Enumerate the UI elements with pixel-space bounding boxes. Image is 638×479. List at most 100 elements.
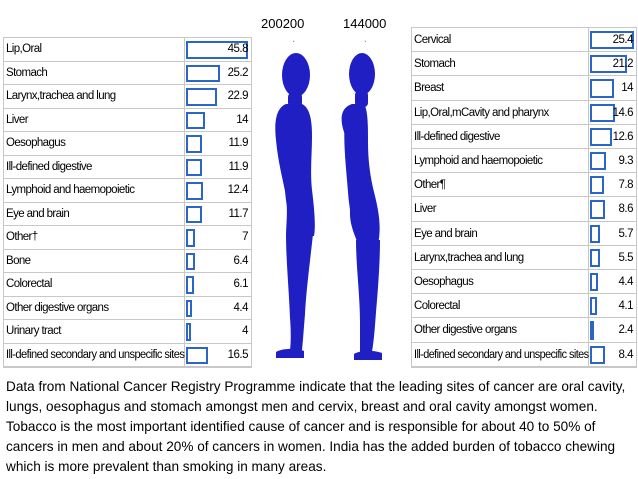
value-bar <box>590 103 616 122</box>
table-row: Urinary tract 4 <box>4 320 251 344</box>
table-row: Colorectal 4.1 <box>412 294 636 319</box>
value-bar <box>590 152 607 171</box>
row-label: Stomach <box>6 66 48 79</box>
row-value: 25.4 <box>612 34 634 46</box>
value-bar <box>590 321 595 340</box>
men-count: 200200 <box>261 16 305 31</box>
row-label: Oesophagus <box>414 276 474 288</box>
row-value: 14 <box>621 82 633 95</box>
value-bar <box>186 205 202 223</box>
row-label: Ill-defined digestive <box>414 130 500 143</box>
table-row: Stomach 21.2 <box>412 52 636 77</box>
row-value: 14 <box>236 113 248 126</box>
row-value: 4.4 <box>233 301 249 314</box>
value-bar <box>186 111 205 129</box>
row-value: 12.4 <box>227 184 249 196</box>
row-value: 8.6 <box>618 203 634 216</box>
value-bar <box>186 182 203 200</box>
row-label: Breast <box>414 82 444 95</box>
row-label: Lip,Oral <box>6 43 42 55</box>
table-row: Breast 14 <box>412 76 636 101</box>
row-value: 5.5 <box>618 251 634 264</box>
women-count: 144000 <box>343 16 387 31</box>
women-cancer-table: Cervical 25.4 Stomach 21.2 Breast 14 Lip,Oral,… <box>411 27 637 368</box>
table-row: Oesophagus 4.4 <box>412 270 636 295</box>
table-row: Ill-defined digestive 12.6 <box>412 125 636 149</box>
table-row: Colorectal 6.1 <box>4 273 251 297</box>
value-bar <box>590 273 598 292</box>
row-label: Eye and brain <box>414 227 478 240</box>
row-value: 9.3 <box>618 155 634 167</box>
row-label: Stomach <box>414 58 456 71</box>
value-bar <box>186 41 248 59</box>
value-bar <box>590 127 612 146</box>
women-count-mark: ˎ <box>364 32 367 42</box>
row-label: Larynx,trachea and lung <box>414 251 524 264</box>
row-value: 2.4 <box>618 324 634 337</box>
row-label: Liver <box>414 203 437 216</box>
value-bar <box>590 345 605 364</box>
table-row: Oesophagus 11.9 <box>4 132 251 156</box>
row-label: Ill-defined secondary and unspecific sit… <box>6 348 185 361</box>
row-value: 45.8 <box>227 43 249 55</box>
row-label: Eye and brain <box>6 207 70 220</box>
value-bar <box>186 323 192 341</box>
row-label: Lymphoid and haemopoietic <box>414 155 543 167</box>
value-bar <box>186 135 203 153</box>
row-label: Colorectal <box>6 278 52 290</box>
value-bar <box>186 252 195 270</box>
men-cancer-table: Lip,Oral 45.8 Stomach 25.2 Larynx,trachea an… <box>3 37 252 368</box>
table-row: Eye and brain 5.7 <box>412 222 636 246</box>
row-label: Lymphoid and haemopoietic <box>6 184 135 196</box>
column-divider <box>588 28 589 367</box>
row-value: 5.7 <box>618 227 634 240</box>
table-row: Other¶ 7.8 <box>412 173 636 198</box>
row-label: Other digestive organs <box>6 301 109 314</box>
row-value: 16.5 <box>227 348 249 361</box>
row-label: Other digestive organs <box>414 324 517 337</box>
row-label: Bone <box>6 254 31 267</box>
row-label: Colorectal <box>414 300 460 313</box>
row-value: 6.4 <box>233 254 249 267</box>
male-figure-icon <box>275 53 315 358</box>
row-label: Lip,Oral,mCavity and pharynx <box>414 106 549 119</box>
table-row: Ill-defined digestive 11.9 <box>4 156 251 179</box>
row-label: Larynx,trachea and lung <box>6 90 116 102</box>
table-row: Stomach 25.2 <box>4 62 251 85</box>
row-value: 14.6 <box>612 106 634 119</box>
row-value: 4.1 <box>618 300 634 313</box>
table-row: Other digestive organs 2.4 <box>412 318 636 343</box>
value-bar <box>186 64 221 82</box>
row-value: 4 <box>242 325 248 337</box>
row-label: Urinary tract <box>6 325 61 337</box>
value-bar <box>186 158 203 176</box>
table-row: Lip,Oral,mCavity and pharynx 14.6 <box>412 101 636 125</box>
row-value: 6.1 <box>233 278 249 290</box>
row-value: 11.9 <box>228 137 248 149</box>
row-label: Cervical <box>414 34 451 46</box>
row-label: Other† <box>6 231 38 243</box>
value-bar <box>590 55 627 74</box>
table-row: Lip,Oral 45.8 <box>4 38 251 62</box>
row-label: Ill-defined digestive <box>6 160 92 173</box>
table-row: Ill-defined secondary and unspecific sit… <box>412 343 636 367</box>
value-bar <box>590 200 605 219</box>
row-value: 8.4 <box>618 348 634 361</box>
value-bar <box>590 31 634 50</box>
female-figure-icon <box>341 53 382 360</box>
row-value: 11.7 <box>228 207 248 220</box>
row-value: 21.2 <box>612 58 634 71</box>
row-value: 4.4 <box>618 276 634 288</box>
row-value: 22.9 <box>227 90 249 102</box>
table-row: Lymphoid and haemopoietic 9.3 <box>412 149 636 174</box>
row-label: Oesophagus <box>6 137 66 149</box>
table-row: Ill-defined secondary and unspecific sit… <box>4 344 251 367</box>
value-bar <box>590 248 600 267</box>
value-bar <box>186 346 209 364</box>
table-row: Other digestive organs 4.4 <box>4 297 251 320</box>
row-label: Other¶ <box>414 179 446 192</box>
value-bar <box>186 229 196 247</box>
table-row: Lymphoid and haemopoietic 12.4 <box>4 179 251 203</box>
value-bar <box>186 88 217 106</box>
